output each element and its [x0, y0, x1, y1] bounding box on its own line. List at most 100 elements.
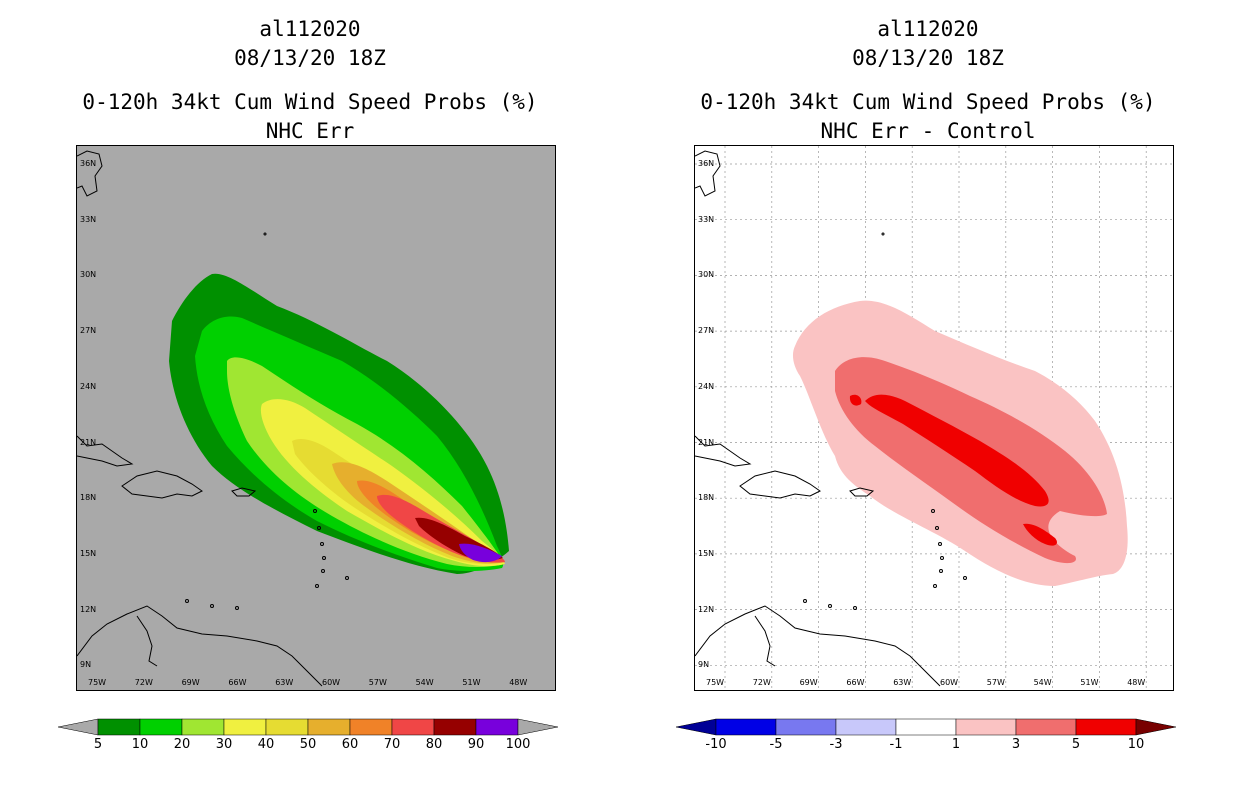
- right-colorbar: [676, 718, 1176, 736]
- lon-tick-label: 48W: [1127, 678, 1146, 687]
- left-title: 0-120h 34kt Cum Wind Speed Probs (%): [82, 90, 538, 114]
- colorbar-swatch: [223, 718, 267, 736]
- lat-tick-label: 18N: [698, 493, 715, 503]
- left-datetime: 08/13/20 18Z: [234, 46, 386, 70]
- colorbar-swatch: [835, 718, 897, 736]
- lat-tick-label: 9N: [80, 660, 92, 670]
- right-datetime: 08/13/20 18Z: [852, 46, 1004, 70]
- lat-tick-label: 33N: [698, 214, 715, 224]
- lon-tick-label: 60W: [322, 678, 341, 687]
- lon-tick-label: 54W: [415, 678, 434, 687]
- lon-tick-label: 66W: [846, 678, 865, 687]
- colorbar-label: 5: [93, 737, 103, 752]
- colorbar-swatch: [433, 718, 477, 736]
- colorbar-label: 80: [425, 737, 443, 752]
- colorbar-label: 50: [299, 737, 317, 752]
- lat-tick-label: 30N: [80, 270, 97, 280]
- lon-tick-label: 66W: [228, 678, 247, 687]
- colorbar-label: 3: [1011, 737, 1021, 752]
- lat-tick-label: 18N: [80, 493, 97, 503]
- lat-tick-label: 36N: [80, 159, 97, 168]
- lat-tick-label: 24N: [80, 381, 97, 391]
- contour-90: [459, 543, 502, 563]
- lat-tick-label: 15N: [80, 548, 97, 558]
- lon-tick-label: 75W: [88, 678, 107, 687]
- colorbar-label: 20: [173, 737, 191, 752]
- colorbar-swatch: [97, 718, 141, 736]
- diff-contour-5b: [1023, 523, 1057, 546]
- lat-tick-label: 12N: [80, 604, 97, 614]
- colorbar-label: -3: [829, 737, 843, 752]
- lat-tick-label: 27N: [698, 326, 715, 336]
- lat-tick-label: 21N: [80, 437, 97, 447]
- coastlines: [77, 150, 349, 687]
- lat-tick-label: 24N: [698, 381, 715, 391]
- lon-tick-label: 72W: [134, 678, 153, 687]
- colorbar-swatch: [955, 718, 1017, 736]
- colorbar-swatch: [1075, 718, 1137, 736]
- colorbar-label: 5: [1071, 737, 1081, 752]
- colorbar-swatch: [1015, 718, 1077, 736]
- lat-tick-label: 9N: [698, 660, 710, 670]
- left-map: [76, 145, 556, 691]
- colorbar-swatch: [265, 718, 309, 736]
- colorbar-swatch: [391, 718, 435, 736]
- lat-tick-label: 27N: [80, 326, 97, 336]
- right-storm-id: al112020: [877, 17, 979, 41]
- colorbar-swatch: [139, 718, 183, 736]
- colorbar-label: -5: [769, 737, 783, 752]
- colorbar-swatch: [895, 718, 957, 736]
- lat-tick-label: 15N: [698, 548, 715, 558]
- lon-tick-label: 54W: [1033, 678, 1052, 687]
- colorbar-label: 100: [505, 737, 531, 752]
- lon-tick-label: 60W: [940, 678, 959, 687]
- colorbar-label: 90: [467, 737, 485, 752]
- colorbar-over-triangle: [1135, 718, 1176, 736]
- probability-contours: [169, 273, 509, 574]
- colorbar-label: -10: [705, 737, 727, 752]
- colorbar-over-triangle: [517, 718, 558, 736]
- colorbar-label: -1: [889, 737, 903, 752]
- colorbar-swatch: [715, 718, 777, 736]
- lon-tick-label: 51W: [462, 678, 481, 687]
- right-subtitle: NHC Err - Control: [820, 119, 1036, 143]
- right-map: [694, 145, 1174, 691]
- colorbar-swatch: [475, 718, 519, 736]
- lat-tick-label: 36N: [698, 159, 715, 168]
- lon-tick-label: 69W: [799, 678, 818, 687]
- diff-contour-5c: [849, 394, 862, 406]
- colorbar-swatch: [307, 718, 351, 736]
- colorbar-swatch: [775, 718, 837, 736]
- lat-tick-label: 33N: [80, 214, 97, 224]
- diff-contour-5: [865, 394, 1049, 507]
- colorbar-label: 30: [215, 737, 233, 752]
- lon-tick-label: 75W: [706, 678, 725, 687]
- colorbar-label: 10: [131, 737, 149, 752]
- lon-tick-label: 72W: [752, 678, 771, 687]
- lon-tick-label: 57W: [368, 678, 387, 687]
- colorbar-label: 60: [341, 737, 359, 752]
- left-subtitle: NHC Err: [265, 119, 355, 143]
- left-colorbar: [58, 718, 558, 736]
- colorbar-under-triangle: [58, 718, 99, 736]
- coastlines: [695, 150, 967, 687]
- lon-tick-label: 63W: [893, 678, 912, 687]
- lon-tick-label: 48W: [509, 678, 528, 687]
- right-title: 0-120h 34kt Cum Wind Speed Probs (%): [700, 90, 1156, 114]
- lon-tick-label: 57W: [986, 678, 1005, 687]
- lat-tick-label: 21N: [698, 437, 715, 447]
- colorbar-swatch: [349, 718, 393, 736]
- lon-tick-label: 63W: [275, 678, 294, 687]
- lat-tick-label: 30N: [698, 270, 715, 280]
- colorbar-label: 40: [257, 737, 275, 752]
- left-storm-id: al112020: [259, 17, 361, 41]
- colorbar-swatch: [181, 718, 225, 736]
- lon-tick-label: 51W: [1080, 678, 1099, 687]
- difference-contours: [792, 300, 1128, 586]
- lon-tick-label: 69W: [181, 678, 200, 687]
- colorbar-label: 70: [383, 737, 401, 752]
- lat-tick-label: 12N: [698, 604, 715, 614]
- colorbar-label: 10: [1127, 737, 1145, 752]
- colorbar-under-triangle: [676, 718, 717, 736]
- colorbar-label: 1: [951, 737, 961, 752]
